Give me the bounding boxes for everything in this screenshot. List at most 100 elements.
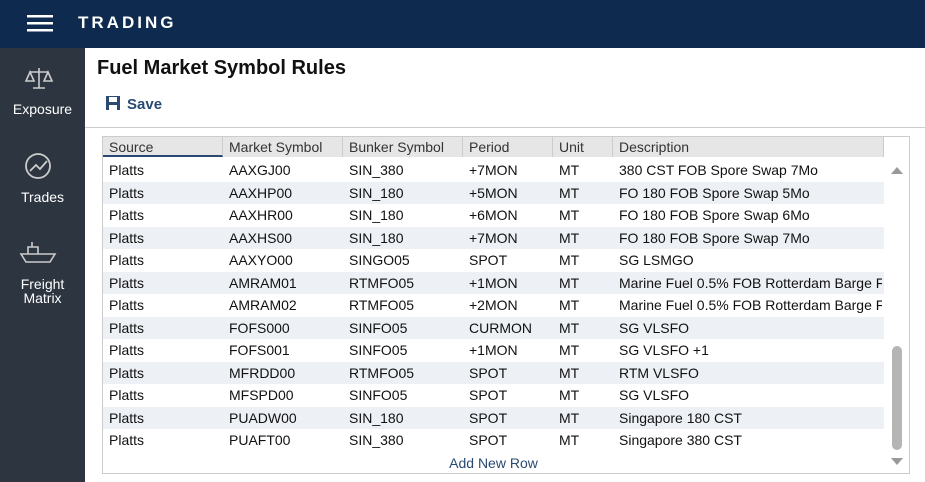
table-row[interactable]: Platts AAXHR00 SIN_180 +6MON MT FO 180 FOB Sp…: [103, 204, 884, 227]
table-row[interactable]: Platts PUADW00 SIN_180 SPOT MT Singapore 180 …: [103, 406, 884, 429]
table-cell: MT: [559, 432, 580, 448]
table-cell: RTMFO05: [349, 297, 415, 313]
table-cell: MFSPD00: [229, 387, 294, 403]
table-cell: SG VLSFO: [619, 319, 690, 336]
table-cell: MT: [559, 274, 580, 291]
table-cell: Platts: [109, 162, 145, 178]
table-row[interactable]: Platts PUAFT00 SIN_380 SPOT MT Singapore 380 …: [103, 429, 884, 452]
table-cell: MT: [559, 162, 580, 178]
table-cell: SG VLSFO: [619, 387, 690, 403]
table-cell: SIN_180: [349, 207, 404, 223]
data-grid: Add New Row Source Market Symbol Bunker Sy…: [102, 136, 910, 474]
table-cell: MT: [559, 207, 580, 223]
table-cell: MT: [559, 364, 580, 381]
column-header[interactable]: Market Symbol: [223, 137, 343, 157]
table-cell: MFRDD00: [229, 364, 296, 381]
table-cell: SPOT: [469, 409, 508, 426]
table-cell: SIN_180: [349, 409, 404, 426]
table-cell: PUADW00: [229, 409, 297, 426]
table-cell: Platts: [109, 229, 145, 246]
column-header[interactable]: Period: [463, 137, 553, 157]
table-row[interactable]: Platts AAXYO00 SINGO05 SPOT MT SG LSMGO: [103, 249, 884, 272]
table-cell: MT: [559, 319, 580, 336]
table-row[interactable]: Platts MFSPD00 SINFO05 SPOT MT SG VLSFO: [103, 384, 884, 407]
table-cell: +2MON: [469, 297, 518, 313]
table-cell: +7MON: [469, 162, 518, 178]
table-cell: Marine Fuel 0.5% FOB Rotterdam Barge Fi: [619, 274, 882, 291]
table-cell: SPOT: [469, 364, 508, 381]
table-cell: 380 CST FOB Spore Swap 7Mo: [619, 162, 818, 178]
table-cell: MT: [559, 229, 580, 246]
table-cell: SIN_180: [349, 229, 404, 246]
table-cell: SG VLSFO +1: [619, 342, 709, 358]
table-cell: AAXGJ00: [229, 162, 291, 178]
freight-icon: [19, 242, 57, 263]
table-row[interactable]: Platts AMRAM01 RTMFO05 +1MON MT Marine Fuel 0…: [103, 271, 884, 294]
sidebar: Exposure Trades Freight Matrix: [0, 48, 85, 482]
table-row[interactable]: Platts AAXGJ00 SIN_380 +7MON MT 380 CST FOB S…: [103, 159, 884, 182]
table-cell: Singapore 380 CST: [619, 432, 742, 448]
save-button[interactable]: Save: [127, 96, 163, 113]
table-cell: CURMON: [469, 319, 532, 336]
table-row[interactable]: Platts FOFS000 SINFO05 CURMON MT SG VLSFO: [103, 316, 884, 339]
table-row[interactable]: Platts AAXHP00 SIN_180 +5MON MT FO 180 FOB Sp…: [103, 181, 884, 204]
table-row[interactable]: Platts AMRAM02 RTMFO05 +2MON MT Marine Fuel 0…: [103, 294, 884, 317]
column-header[interactable]: Source: [103, 137, 223, 157]
table-cell: SIN_380: [349, 162, 404, 178]
top-bar: TRADING: [0, 0, 925, 48]
table-cell: AAXHP00: [229, 184, 293, 201]
column-header[interactable]: Unit: [553, 137, 613, 157]
table-cell: +1MON: [469, 342, 518, 358]
table-cell: AAXHR00: [229, 207, 293, 223]
nav-item[interactable]: Exposure: [12, 101, 73, 117]
table-cell: AMRAM01: [229, 274, 297, 291]
table-cell: FOFS001: [229, 342, 290, 358]
page-title: Fuel Market Symbol Rules: [97, 57, 346, 79]
table-cell: RTMFO05: [349, 364, 415, 381]
table-cell: +7MON: [469, 229, 518, 246]
table-row[interactable]: Platts FOFS001 SINFO05 +1MON MT SG VLSFO +1: [103, 339, 884, 362]
save-icon[interactable]: [105, 95, 121, 111]
table-cell: RTMFO05: [349, 274, 415, 291]
table-cell: MT: [559, 409, 580, 426]
table-cell: +1MON: [469, 274, 518, 291]
table-cell: FO 180 FOB Spore Swap 5Mo: [619, 184, 810, 201]
table-cell: Platts: [109, 207, 145, 223]
table-cell: Marine Fuel 0.5% FOB Rotterdam Barge Fi: [619, 297, 882, 313]
table-cell: FO 180 FOB Spore Swap 7Mo: [619, 229, 810, 246]
nav-item[interactable]: Trades: [20, 189, 65, 205]
add-row-button[interactable]: Add New Row: [449, 455, 538, 471]
table-cell: SINFO05: [349, 319, 408, 336]
table-cell: SPOT: [469, 252, 508, 268]
table-cell: +5MON: [469, 184, 518, 201]
table-cell: SIN_180: [349, 184, 404, 201]
table-cell: Platts: [109, 342, 145, 358]
table-cell: SG LSMGO: [619, 252, 694, 268]
table-cell: Platts: [109, 364, 145, 381]
table-row[interactable]: Platts AAXHS00 SIN_180 +7MON MT FO 180 FOB Sp…: [103, 226, 884, 249]
table-cell: AAXHS00: [229, 229, 293, 246]
table-cell: SPOT: [469, 432, 508, 448]
table-cell: RTM VLSFO: [619, 364, 699, 381]
table-cell: SIN_380: [349, 432, 404, 448]
scrollbar[interactable]: [884, 136, 904, 476]
menu-icon[interactable]: [27, 14, 55, 34]
table-cell: AAXYO00: [229, 252, 293, 268]
table-cell: Platts: [109, 274, 145, 291]
app-title: TRADING: [78, 13, 177, 32]
column-header[interactable]: Description: [613, 137, 884, 157]
table-cell: SINGO05: [349, 252, 410, 268]
table-row[interactable]: Platts MFRDD00 RTMFO05 SPOT MT RTM VLSFO: [103, 361, 884, 384]
nav-item[interactable]: Freight Matrix: [20, 276, 65, 306]
column-header[interactable]: Bunker Symbol: [343, 137, 463, 157]
table-cell: Singapore 180 CST: [619, 409, 742, 426]
table-cell: MT: [559, 387, 580, 403]
trades-icon: [25, 153, 51, 179]
table-cell: SINFO05: [349, 342, 408, 358]
table-cell: Platts: [109, 252, 145, 268]
table-cell: MT: [559, 252, 580, 268]
table-cell: SPOT: [469, 387, 508, 403]
table-cell: MT: [559, 342, 580, 358]
table-cell: PUAFT00: [229, 432, 291, 448]
